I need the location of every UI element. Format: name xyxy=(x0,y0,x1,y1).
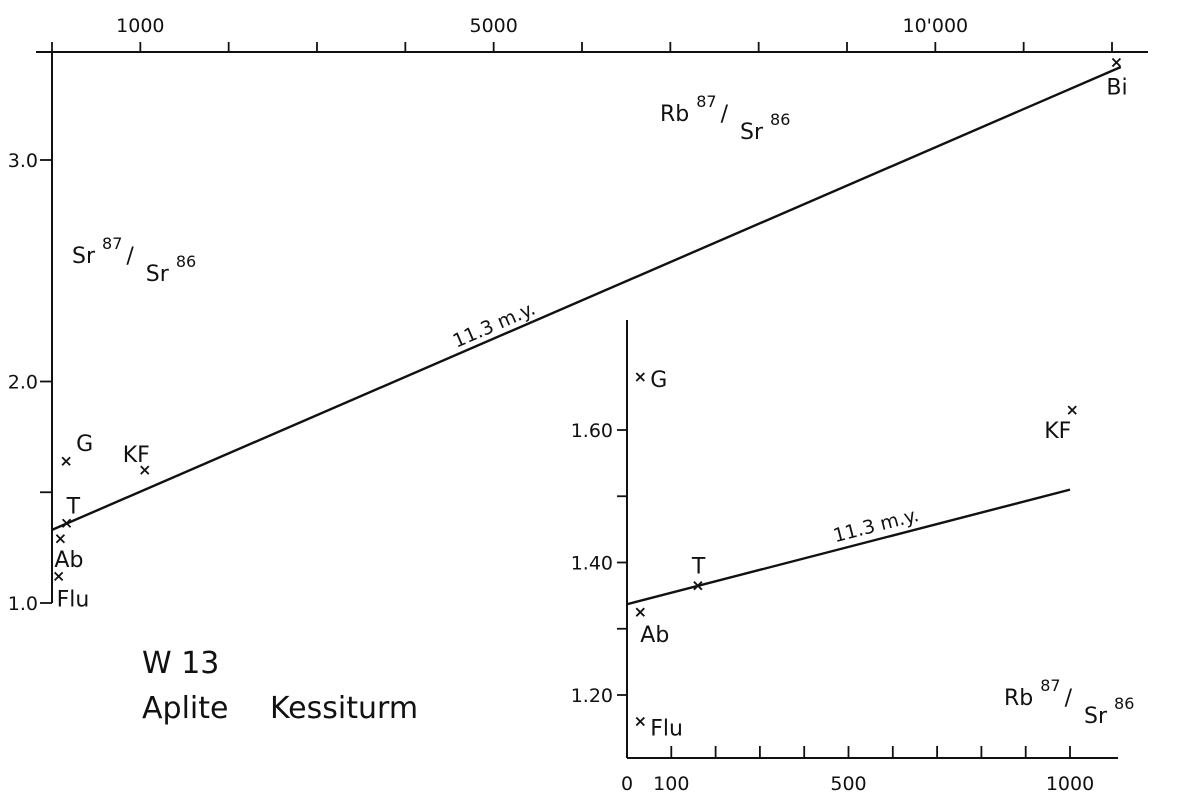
y-axis-label: Sr 87/Sr 86 xyxy=(72,234,196,287)
inset-x-tick-label: 100 xyxy=(653,773,689,795)
inset-isochron-line xyxy=(626,488,1071,606)
point-label: KF xyxy=(123,443,150,468)
y-tick-label: 3.0 xyxy=(8,150,38,172)
inset-point-label: T xyxy=(691,555,706,580)
caption-locality: Kessiturm xyxy=(270,691,418,726)
data-point xyxy=(53,571,64,582)
inset-y-tick-label: 1.20 xyxy=(571,685,613,707)
point-label: Flu xyxy=(57,587,90,612)
inset-point-label: G xyxy=(650,368,667,393)
x-tick-label: 1000 xyxy=(116,15,164,37)
inset-data-point xyxy=(635,372,645,382)
inset-x-tick-label: 500 xyxy=(830,773,866,795)
x-tick-label: 10'000 xyxy=(902,15,968,37)
y-tick-label: 1.0 xyxy=(8,593,38,615)
isochron-line xyxy=(51,65,1122,532)
point-label: Ab xyxy=(54,548,83,573)
inset-y-tick-label: 1.60 xyxy=(571,420,613,442)
data-point xyxy=(1111,57,1122,68)
inset-x-tick-label: 1000 xyxy=(1046,773,1094,795)
data-point xyxy=(140,465,150,475)
inset-point-label: Ab xyxy=(640,623,669,648)
inset-y-tick-label: 1.40 xyxy=(571,553,613,575)
caption-title: W 13 xyxy=(142,646,219,681)
inset-point-label: Flu xyxy=(650,717,683,742)
point-label: G xyxy=(76,432,93,457)
inset-point-label: KF xyxy=(1044,419,1071,444)
x-axis-label: Rb 87/Sr 86 xyxy=(660,92,790,145)
inset-data-point xyxy=(635,716,645,727)
inset-data-point xyxy=(635,607,645,617)
data-point xyxy=(61,456,71,466)
inset-x-axis-label: Rb 87/Sr 86 xyxy=(1004,676,1134,729)
inset-x-tick-label: 0 xyxy=(621,773,633,795)
point-label: Bi xyxy=(1106,76,1127,101)
data-point xyxy=(61,518,72,528)
x-tick-label: 5000 xyxy=(469,15,517,37)
y-tick-label: 2.0 xyxy=(8,372,38,394)
inset-data-point xyxy=(1067,405,1077,415)
point-label: T xyxy=(66,494,81,519)
inset-data-point xyxy=(693,581,703,591)
data-point xyxy=(55,534,66,544)
caption-rock: Aplite xyxy=(142,691,228,726)
